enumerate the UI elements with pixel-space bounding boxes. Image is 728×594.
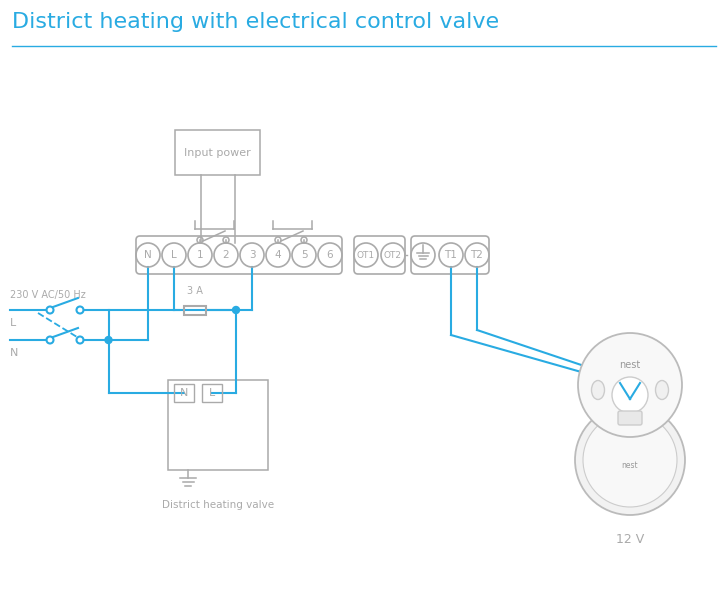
- Text: Input power: Input power: [184, 147, 251, 157]
- Text: T1: T1: [445, 250, 457, 260]
- Text: T2: T2: [470, 250, 483, 260]
- Ellipse shape: [592, 381, 604, 400]
- Text: 12 V: 12 V: [616, 533, 644, 546]
- Text: 3 A: 3 A: [187, 286, 203, 296]
- Text: District heating valve: District heating valve: [162, 500, 274, 510]
- Text: nest: nest: [622, 460, 638, 469]
- Circle shape: [583, 413, 677, 507]
- Circle shape: [575, 405, 685, 515]
- Text: 2: 2: [223, 250, 229, 260]
- Circle shape: [578, 333, 682, 437]
- Circle shape: [105, 336, 112, 343]
- Text: L: L: [209, 388, 215, 398]
- Text: N: N: [144, 250, 152, 260]
- Text: 5: 5: [301, 250, 307, 260]
- Circle shape: [612, 377, 648, 413]
- Ellipse shape: [655, 381, 668, 400]
- Text: 1: 1: [197, 250, 203, 260]
- FancyBboxPatch shape: [618, 411, 642, 425]
- Text: 6: 6: [327, 250, 333, 260]
- Text: OT2: OT2: [384, 251, 402, 260]
- Text: 4: 4: [274, 250, 281, 260]
- Text: N: N: [10, 348, 18, 358]
- Text: L: L: [171, 250, 177, 260]
- Text: 3: 3: [249, 250, 256, 260]
- Text: District heating with electrical control valve: District heating with electrical control…: [12, 12, 499, 32]
- Text: nest: nest: [620, 360, 641, 370]
- Circle shape: [232, 307, 240, 314]
- Text: N: N: [180, 388, 188, 398]
- Text: L: L: [10, 318, 16, 328]
- Text: OT1: OT1: [357, 251, 375, 260]
- Text: 230 V AC/50 Hz: 230 V AC/50 Hz: [10, 290, 86, 300]
